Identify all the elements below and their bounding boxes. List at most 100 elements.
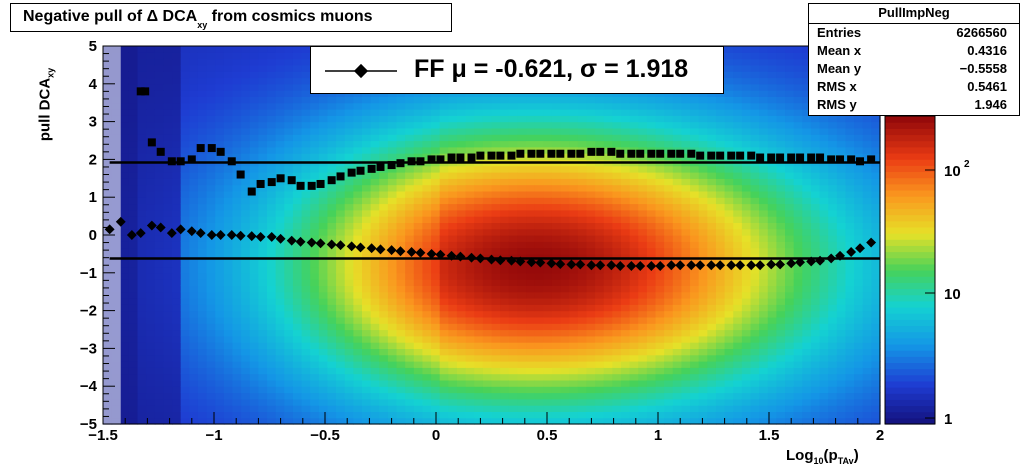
heatmap-cell	[284, 140, 294, 148]
heatmap-cell	[154, 405, 165, 412]
heatmap-cell	[595, 203, 605, 211]
heatmap-cell	[318, 197, 329, 205]
heatmap-cell	[621, 146, 631, 154]
heatmap-cell	[655, 335, 665, 343]
heatmap-cell	[802, 178, 812, 186]
heatmap-cell	[482, 310, 493, 318]
heatmap-cell	[646, 373, 657, 381]
heatmap-cell	[431, 304, 441, 312]
heatmap-cell	[223, 102, 234, 110]
heatmap-cell	[353, 279, 363, 286]
heatmap-cell	[379, 153, 389, 160]
heatmap-cell	[543, 329, 553, 337]
heatmap-cell	[387, 197, 398, 205]
heatmap-cell	[577, 102, 588, 110]
heatmap-cell	[362, 279, 372, 286]
heatmap-cell	[422, 367, 432, 375]
heatmap-cell	[172, 197, 182, 205]
heatmap-cell	[336, 310, 346, 318]
heatmap-cell	[500, 247, 510, 255]
heatmap-cell	[767, 398, 777, 406]
heatmap-cell	[370, 405, 380, 412]
heatmap-cell	[715, 102, 726, 110]
heatmap-cell	[534, 417, 544, 425]
heatmap-cell	[646, 329, 657, 337]
heatmap-cell	[301, 379, 311, 387]
heatmap-cell	[638, 209, 648, 217]
heatmap-cell	[301, 285, 311, 293]
heatmap-cell	[560, 146, 570, 154]
heatmap-cell	[267, 411, 277, 419]
heatmap-cell	[612, 96, 622, 104]
heatmap-cell	[698, 190, 708, 198]
heatmap-cell	[500, 386, 510, 394]
heatmap-cell	[534, 285, 544, 293]
heatmap-cell	[223, 178, 234, 186]
heatmap-cell	[154, 310, 165, 318]
heatmap-cell	[802, 260, 812, 268]
heatmap-cell	[681, 379, 691, 387]
heatmap-cell	[413, 323, 424, 331]
heatmap-cell	[301, 260, 311, 268]
heatmap-cell	[387, 146, 398, 154]
heatmap-cell	[275, 354, 285, 362]
heatmap-cell	[275, 71, 285, 79]
heatmap-cell	[180, 392, 190, 400]
heatmap-cell	[793, 71, 803, 79]
heatmap-cell	[577, 323, 588, 331]
heatmap-cell	[206, 354, 216, 362]
heatmap-cell	[491, 146, 501, 154]
heatmap-cell	[232, 304, 242, 312]
heatmap-cell	[370, 304, 380, 312]
heatmap-cell	[698, 165, 708, 173]
heatmap-cell	[137, 197, 147, 205]
heatmap-cell	[197, 367, 208, 375]
heatmap-cell	[741, 373, 752, 381]
heatmap-cell	[241, 115, 251, 123]
heatmap-cell	[482, 216, 493, 223]
heatmap-cell	[482, 298, 493, 305]
heatmap-cell	[128, 247, 139, 255]
heatmap-cell	[526, 222, 536, 230]
heatmap-cell	[163, 115, 173, 123]
heatmap-cell	[577, 266, 588, 274]
heatmap-cell	[802, 58, 812, 66]
heatmap-cell	[379, 178, 389, 186]
heatmap-cell	[767, 64, 777, 72]
heatmap-cell	[672, 291, 683, 299]
heatmap-cell	[508, 146, 518, 154]
heatmap-cell	[612, 260, 622, 268]
heatmap-cell	[638, 279, 648, 286]
heatmap-cell	[431, 398, 441, 406]
heatmap-cell	[508, 115, 518, 123]
heatmap-cell	[353, 241, 363, 249]
heatmap-cell	[560, 323, 570, 331]
heatmap-cell	[396, 216, 406, 223]
heatmap-cell	[638, 298, 648, 305]
heatmap-cell	[128, 172, 139, 179]
heatmap-cell	[698, 342, 708, 349]
heatmap-cell	[154, 298, 165, 305]
heatmap-cell	[292, 127, 303, 135]
heatmap-cell	[456, 354, 467, 362]
heatmap-cell	[534, 373, 544, 381]
heatmap-cell	[638, 184, 648, 192]
heatmap-cell	[560, 153, 570, 160]
heatmap-cell	[690, 361, 700, 368]
heatmap-cell	[241, 335, 251, 343]
heatmap-cell	[249, 102, 259, 110]
heatmap-cell	[128, 83, 139, 91]
heatmap-cell	[482, 96, 493, 104]
heatmap-cell	[422, 165, 432, 173]
heatmap-cell	[741, 190, 752, 198]
heatmap-cell	[517, 348, 527, 356]
heatmap-cell	[819, 354, 829, 362]
heatmap-cell	[733, 58, 743, 66]
heatmap-cell	[810, 298, 821, 305]
heatmap-cell	[120, 71, 130, 79]
heatmap-cell	[206, 323, 216, 331]
heatmap-cell	[664, 285, 674, 293]
heatmap-cell	[413, 304, 424, 312]
heatmap-cell	[422, 96, 432, 104]
heatmap-cell	[267, 405, 277, 412]
